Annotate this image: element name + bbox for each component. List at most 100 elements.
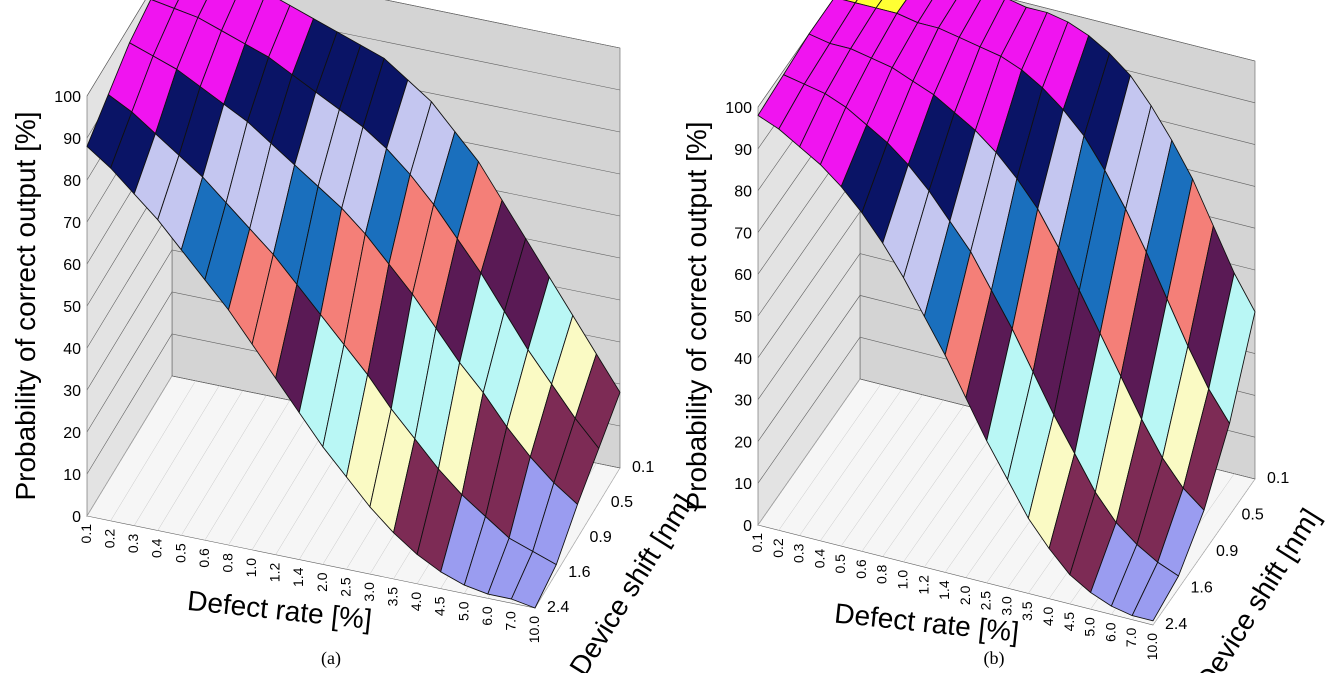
x-tick-label: 0.3	[125, 533, 141, 553]
x-tick-label: 1.0	[895, 570, 911, 590]
gridline	[534, 467, 621, 609]
y-tick-label: 0.5	[1242, 507, 1264, 524]
chart-panel-a: 0 10 20 30 40 50 60 70 80 90 100 0.1 0.2 0.3 0.4 0.5 0.6…	[0, 0, 699, 673]
gridline	[228, 404, 314, 546]
x-tick-label: 5.0	[1082, 617, 1098, 637]
y-tick-label: 1.6	[568, 564, 590, 581]
caption-a: (a)	[321, 648, 341, 668]
x-tick-label: 6.0	[1102, 622, 1118, 642]
x-tick-label: 2.5	[978, 591, 994, 611]
gridline	[133, 385, 220, 526]
z-tick-label: 50	[734, 309, 752, 326]
z-tick-label: 100	[54, 89, 81, 106]
x-tick-label: 1.0	[243, 558, 259, 578]
x-tick-label: 0.8	[219, 553, 235, 573]
x-tick-label: 4.0	[1040, 606, 1056, 626]
gridline	[181, 395, 267, 536]
z-tick-label: 20	[63, 425, 81, 442]
gridline	[861, 405, 965, 552]
x-tick-label: 0.8	[874, 564, 890, 584]
gridline	[820, 394, 923, 541]
z-tick-label: 30	[63, 383, 81, 400]
x-tick-label: 10.0	[526, 616, 542, 643]
z-axis-title: Probability of correct output [%]	[10, 111, 41, 500]
z-tick-label: 0	[743, 518, 752, 535]
surface-plot-a: 0 10 20 30 40 50 60 70 80 90 100 0.1 0.2 0.3 0.4 0.5 0.6…	[10, 0, 699, 673]
x-tick-label: 0.2	[770, 538, 786, 558]
y-tick-label: 0.9	[1216, 543, 1238, 560]
z-tick-label: 20	[734, 434, 752, 451]
gridline	[1152, 478, 1256, 626]
x-tick-label: 7.0	[502, 611, 518, 631]
y-tick-label: 0.9	[590, 529, 612, 546]
gridline	[86, 0, 621, 97]
z-tick-label: 40	[63, 341, 81, 358]
gridline	[157, 390, 243, 531]
surface-plot-b: 0 10 20 30 40 50 60 70 80 90 100 0.1 0.2 0.3 0.4 0.5 0.6…	[681, 0, 1325, 673]
z-tick-label: 10	[63, 467, 81, 484]
x-tick-label: 3.5	[385, 587, 401, 607]
z-tick-label: 80	[63, 173, 81, 190]
x-tick-label: 2.0	[957, 585, 973, 605]
gridline	[840, 399, 944, 547]
z-tick-label: 50	[63, 299, 81, 316]
z-tick-label: 10	[734, 476, 752, 493]
z-tick-label: 90	[63, 131, 81, 148]
x-tick-label: 2.0	[314, 572, 330, 592]
z-tick-label: 70	[734, 225, 752, 242]
z-tick-label: 30	[734, 393, 752, 410]
gridline	[757, 378, 861, 526]
chart-panel-b: 0 10 20 30 40 50 60 70 80 90 100 0.1 0.2 0.3 0.4 0.5 0.6…	[663, 0, 1325, 673]
x-tick-label: 1.2	[267, 563, 283, 583]
z-tick-label: 70	[63, 215, 81, 232]
gridline	[882, 410, 985, 557]
gridline	[110, 380, 196, 521]
x-tick-label: 3.0	[361, 582, 377, 602]
z-tick-label: 60	[734, 267, 752, 284]
y-tick-label: 2.4	[1165, 616, 1187, 633]
gridline	[204, 400, 291, 541]
x-tick-label: 7.0	[1123, 628, 1139, 648]
y-tick-label: 0.1	[632, 459, 654, 476]
z-tick-label: 40	[734, 351, 752, 368]
y-tick-label: 0.5	[611, 494, 633, 511]
x-tick-label: 1.4	[290, 567, 306, 587]
x-tick-label: 3.0	[998, 596, 1014, 616]
x-tick-label: 0.1	[749, 533, 765, 553]
gridline	[757, 0, 1256, 108]
gridline	[778, 384, 881, 531]
x-tick-label: 0.2	[102, 529, 118, 549]
z-tick-label: 80	[734, 184, 752, 201]
x-tick-label: 0.6	[853, 559, 869, 579]
gridline	[86, 375, 173, 517]
z-tick-label: 60	[63, 257, 81, 274]
x-tick-label: 4.5	[1061, 612, 1077, 632]
x-tick-label: 4.0	[408, 592, 424, 612]
z-tick-label: 0	[72, 509, 81, 526]
x-tick-label: 6.0	[479, 606, 495, 626]
x-tick-label: 0.4	[149, 538, 165, 558]
x-tick-label: 0.3	[791, 543, 807, 563]
x-tick-label: 10.0	[1144, 633, 1160, 660]
x-tick-label: 5.0	[455, 601, 471, 621]
y-tick-label: 2.4	[547, 599, 569, 616]
x-tick-label: 0.6	[196, 548, 212, 568]
surface-facet	[510, 550, 557, 609]
z-tick-label: 90	[734, 142, 752, 159]
x-tick-label: 0.5	[172, 543, 188, 563]
y-tick-label: 1.6	[1191, 580, 1213, 597]
x-tick-label: 0.1	[78, 524, 94, 544]
x-tick-label: 1.4	[936, 580, 952, 600]
z-tick-label: 100	[725, 100, 752, 117]
x-tick-label: 4.5	[432, 596, 448, 616]
caption-b: (b)	[983, 648, 1005, 668]
x-tick-label: 0.5	[832, 554, 848, 574]
x-tick-label: 1.2	[915, 575, 931, 595]
surface-facet	[1131, 561, 1179, 622]
y-tick-label: 0.1	[1267, 470, 1289, 487]
z-axis-title: Probability of correct output [%]	[681, 121, 712, 510]
gridline	[799, 389, 902, 536]
x-tick-label: 3.5	[1019, 601, 1035, 621]
x-tick-label: 0.4	[811, 549, 827, 569]
x-tick-label: 2.5	[337, 577, 353, 597]
